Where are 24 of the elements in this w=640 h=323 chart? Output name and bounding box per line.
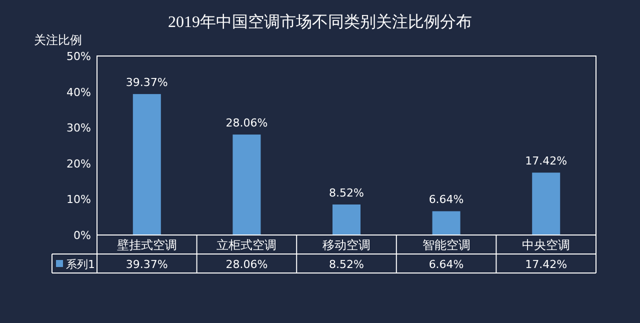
data-label: 6.64% <box>428 258 464 271</box>
x-tick-label: 立柜式空调 <box>216 238 277 252</box>
data-label: 8.52% <box>329 258 364 271</box>
x-tick-label: 壁挂式空调 <box>116 238 177 252</box>
data-label: 28.06% <box>226 258 268 271</box>
y-tick-label: 50% <box>66 50 91 63</box>
text: 39.37% <box>126 76 168 90</box>
y-tick-label: 0% <box>74 229 91 242</box>
text: 17.42% <box>525 154 568 168</box>
text: 6.64% <box>428 193 464 206</box>
y-tick-label: 10% <box>66 193 91 206</box>
x-tick-label: 移动空调 <box>322 238 370 252</box>
y-axis-title: 关注比例 <box>34 33 82 47</box>
y-tick-label: 40% <box>66 86 91 99</box>
legend-label: 系列1 <box>66 258 95 271</box>
chart-title: 2019年中国空调市场不同类别关注比例分布 <box>168 13 472 31</box>
y-tick-label: 20% <box>66 157 91 170</box>
y-tick-label: 30% <box>66 122 91 135</box>
text: 28.06% <box>226 116 268 130</box>
x-tick-label: 智能空调 <box>422 238 470 252</box>
text: 8.52% <box>329 186 364 200</box>
data-label: 39.37% <box>126 258 168 271</box>
data-label: 17.42% <box>525 258 568 271</box>
x-tick-label: 中央空调 <box>522 238 570 252</box>
